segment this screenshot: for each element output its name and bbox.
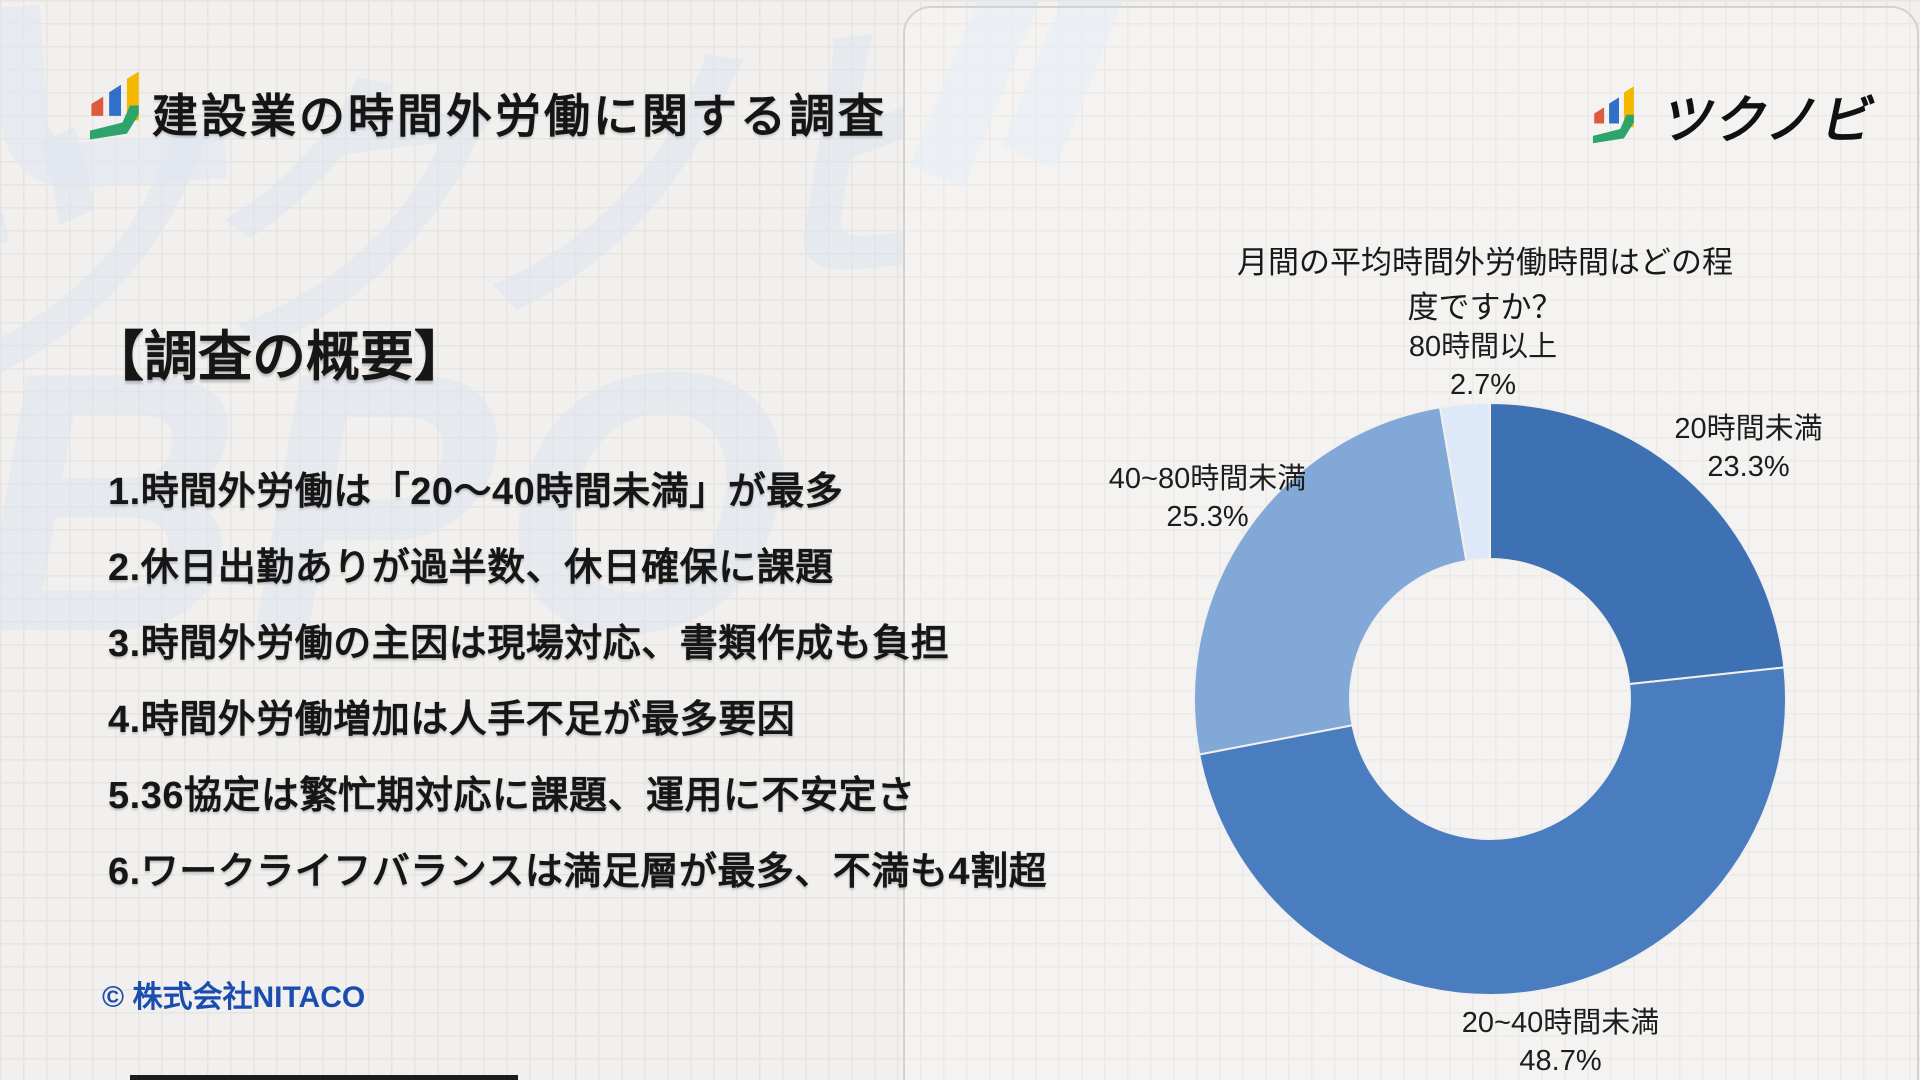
bar-chart-logo-icon bbox=[1592, 85, 1634, 143]
copyright-text: © 株式会社NITACO bbox=[102, 981, 366, 1014]
section-heading: 【調査の概要】 bbox=[90, 327, 468, 387]
donut-segment-0 bbox=[1489, 401, 1786, 686]
bottom-divider bbox=[130, 1075, 518, 1080]
list-item: 2.休日出勤ありが過半数、休日確保に課題 bbox=[108, 547, 834, 589]
donut-segment-2 bbox=[1193, 406, 1468, 756]
slice-category: 20時間未満 bbox=[1674, 413, 1823, 445]
brand-name: ツクノビ bbox=[1656, 92, 1882, 150]
list-item: 3.時間外労働の主因は現場対応、書類作成も負担 bbox=[108, 623, 950, 665]
slice-percent: 2.7% bbox=[1449, 369, 1517, 401]
overview-list: 1.時間外労働は「20〜40時間未満」が最多 2.休日出勤ありが過半数、休日確保… bbox=[108, 470, 1047, 895]
slice-percent: 23.3% bbox=[1707, 451, 1790, 483]
slice-label-20to40: 20~40時間未満 48.7% bbox=[1428, 1004, 1693, 1080]
chart-title: 月間の平均時間外労働時間はどの程 度ですか？ bbox=[1160, 240, 1810, 330]
chart-title-line: 月間の平均時間外労働時間はどの程 bbox=[1237, 245, 1733, 280]
bar-chart-logo-icon bbox=[89, 71, 139, 140]
slice-percent: 25.3% bbox=[1166, 501, 1249, 533]
list-item: 6.ワークライフバランスは満足層が最多、不満も4割超 bbox=[108, 851, 1048, 893]
list-item: 4.時間外労働増加は人手不足が最多要因 bbox=[108, 699, 796, 741]
donut-segment-1 bbox=[1198, 666, 1787, 996]
slice-category: 20~40時間未満 bbox=[1461, 1007, 1660, 1039]
slice-category: 40~80時間未満 bbox=[1108, 463, 1307, 495]
slice-label-80plus: 80時間以上 2.7% bbox=[1383, 328, 1583, 404]
donut-segment-3 bbox=[1438, 401, 1491, 563]
chart-title-line: 度ですか？ bbox=[1407, 290, 1563, 325]
page-title: 建設業の時間外労働に関する調査 bbox=[152, 90, 887, 142]
brand-logo: ツクノビ bbox=[1588, 78, 1882, 153]
slice-category: 80時間以上 bbox=[1408, 331, 1558, 363]
slice-percent: 48.7% bbox=[1519, 1045, 1602, 1077]
list-item: 1.時間外労働は「20〜40時間未満」が最多 bbox=[108, 471, 844, 513]
slice-label-under20: 20時間未満 23.3% bbox=[1626, 410, 1871, 486]
donut-chart bbox=[1193, 401, 1787, 996]
list-item: 5.36協定は繁忙期対応に課題、運用に不安定さ bbox=[108, 775, 916, 817]
slice-label-40to80: 40~80時間未満 25.3% bbox=[1075, 460, 1340, 536]
